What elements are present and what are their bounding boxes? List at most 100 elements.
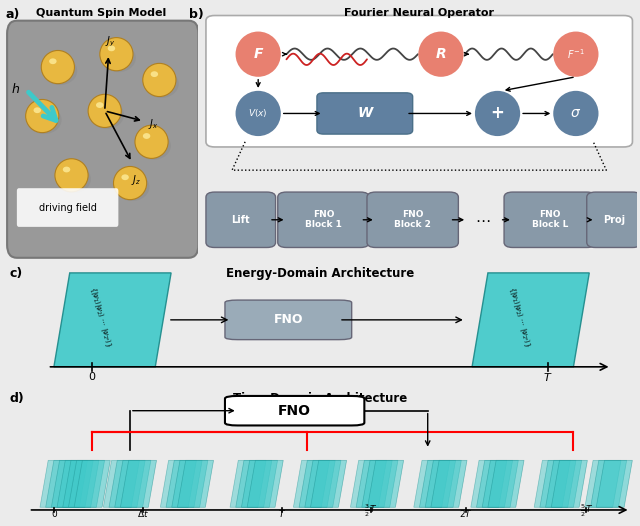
Polygon shape — [54, 273, 171, 367]
Polygon shape — [241, 460, 278, 507]
Polygon shape — [68, 460, 104, 507]
Text: 0: 0 — [51, 510, 57, 519]
Text: $J_x$: $J_x$ — [148, 117, 158, 131]
Text: FNO: FNO — [278, 403, 311, 418]
Ellipse shape — [122, 174, 129, 180]
Polygon shape — [120, 460, 157, 507]
Text: Fourier Neural Operator: Fourier Neural Operator — [344, 8, 494, 18]
Polygon shape — [115, 460, 151, 507]
Ellipse shape — [136, 132, 171, 160]
Text: R: R — [436, 47, 446, 61]
Polygon shape — [545, 460, 582, 507]
Text: 0: 0 — [88, 372, 95, 382]
Polygon shape — [299, 460, 335, 507]
Ellipse shape — [553, 32, 598, 77]
Ellipse shape — [26, 99, 59, 133]
Text: c): c) — [10, 267, 23, 280]
Text: $\Delta t$: $\Delta t$ — [136, 508, 148, 519]
Text: Time-Domain Architecture: Time-Domain Architecture — [233, 392, 407, 405]
Text: $J_y$: $J_y$ — [106, 35, 116, 49]
Text: d): d) — [10, 392, 24, 405]
Polygon shape — [230, 460, 266, 507]
Ellipse shape — [56, 165, 91, 193]
Polygon shape — [596, 460, 632, 507]
Text: FNO
Block L: FNO Block L — [532, 210, 568, 229]
FancyBboxPatch shape — [504, 192, 595, 248]
Polygon shape — [471, 460, 507, 507]
Polygon shape — [74, 460, 110, 507]
Polygon shape — [293, 460, 330, 507]
Ellipse shape — [49, 58, 56, 64]
Ellipse shape — [553, 91, 598, 136]
Polygon shape — [63, 460, 99, 507]
Ellipse shape — [419, 32, 463, 77]
Polygon shape — [172, 460, 208, 507]
Ellipse shape — [135, 125, 168, 158]
Polygon shape — [585, 460, 621, 507]
FancyBboxPatch shape — [587, 192, 640, 248]
Polygon shape — [103, 460, 140, 507]
Text: $F^{-1}$: $F^{-1}$ — [567, 47, 585, 61]
Ellipse shape — [143, 63, 176, 97]
Text: a): a) — [5, 8, 20, 21]
Text: $V(x)$: $V(x)$ — [248, 107, 268, 119]
Polygon shape — [45, 460, 82, 507]
FancyBboxPatch shape — [367, 192, 458, 248]
Polygon shape — [425, 460, 461, 507]
FancyBboxPatch shape — [225, 300, 352, 340]
Text: FNO
Block 1: FNO Block 1 — [305, 210, 342, 229]
Polygon shape — [356, 460, 392, 507]
Ellipse shape — [55, 159, 88, 192]
Text: Proj: Proj — [603, 215, 625, 225]
Polygon shape — [367, 460, 404, 507]
Text: Energy-Domain Architecture: Energy-Domain Architecture — [226, 267, 414, 280]
Ellipse shape — [100, 37, 133, 71]
Text: $\frac{3}{2}T$: $\frac{3}{2}T$ — [364, 503, 378, 519]
Text: $2T$: $2T$ — [459, 508, 472, 519]
Text: $\{|\psi_1\rangle|\psi_2\rangle\ \cdots\ |\psi_{2^n}\rangle\}$: $\{|\psi_1\rangle|\psi_2\rangle\ \cdots\… — [88, 286, 115, 349]
Ellipse shape — [150, 71, 158, 77]
FancyBboxPatch shape — [317, 93, 413, 134]
Text: $h$: $h$ — [11, 82, 20, 96]
Ellipse shape — [33, 107, 41, 113]
Polygon shape — [57, 460, 93, 507]
Polygon shape — [161, 460, 196, 507]
Polygon shape — [51, 460, 88, 507]
Text: FNO
Block 2: FNO Block 2 — [394, 210, 431, 229]
Ellipse shape — [88, 94, 122, 127]
Text: Quantum Spin Model: Quantum Spin Model — [36, 8, 166, 18]
FancyBboxPatch shape — [225, 396, 364, 426]
Polygon shape — [247, 460, 284, 507]
Text: $\cdots$: $\cdots$ — [475, 213, 490, 227]
Ellipse shape — [115, 173, 150, 201]
Polygon shape — [414, 460, 450, 507]
FancyBboxPatch shape — [7, 21, 198, 258]
Text: $T$: $T$ — [543, 371, 553, 383]
Text: $\frac{5}{2}T$: $\frac{5}{2}T$ — [579, 503, 593, 519]
Polygon shape — [40, 460, 76, 507]
Ellipse shape — [236, 91, 281, 136]
Ellipse shape — [475, 91, 520, 136]
Ellipse shape — [101, 44, 136, 72]
Text: FNO: FNO — [273, 313, 303, 326]
Polygon shape — [362, 460, 398, 507]
Polygon shape — [109, 460, 145, 507]
FancyBboxPatch shape — [17, 188, 118, 227]
Polygon shape — [540, 460, 576, 507]
Polygon shape — [166, 460, 202, 507]
FancyBboxPatch shape — [278, 192, 369, 248]
FancyBboxPatch shape — [206, 192, 276, 248]
Ellipse shape — [27, 106, 61, 134]
Polygon shape — [236, 460, 272, 507]
Polygon shape — [488, 460, 524, 507]
Text: $\sigma$: $\sigma$ — [570, 106, 582, 120]
Ellipse shape — [108, 45, 115, 51]
Polygon shape — [482, 460, 518, 507]
Ellipse shape — [63, 167, 70, 173]
Ellipse shape — [113, 166, 147, 200]
Polygon shape — [351, 460, 387, 507]
Polygon shape — [431, 460, 467, 507]
Polygon shape — [534, 460, 570, 507]
Polygon shape — [177, 460, 214, 507]
Polygon shape — [477, 460, 513, 507]
